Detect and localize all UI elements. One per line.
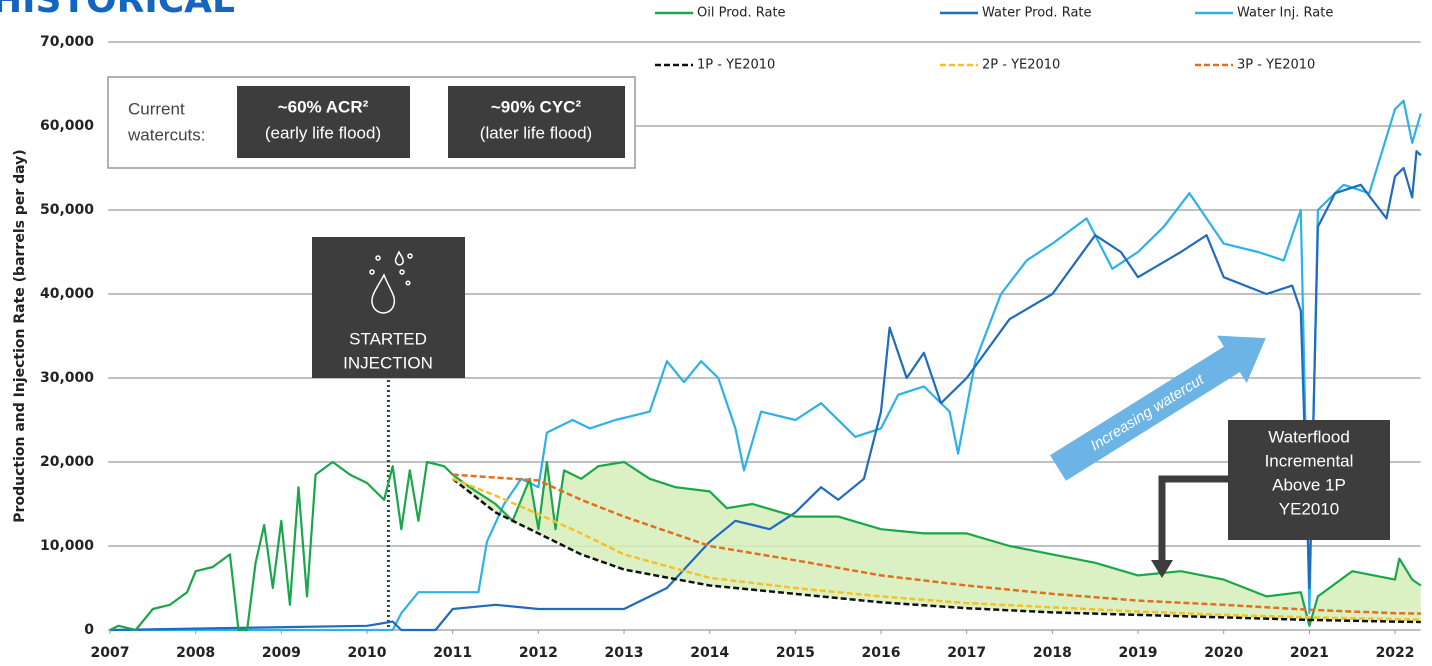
series-line [110, 99, 1422, 632]
x-tick-label: 2016 [862, 645, 901, 661]
x-tick-label: 2011 [433, 645, 472, 661]
incremental-label: Above 1P [1272, 475, 1346, 494]
watercut-label: watercuts: [127, 125, 205, 144]
x-tick-label: 2017 [947, 645, 986, 661]
series-line [451, 477, 1421, 624]
lines [109, 99, 1422, 632]
y-tick-label: 40,000 [40, 286, 94, 302]
x-tick-label: 2015 [776, 645, 815, 661]
x-tick-label: 2010 [348, 645, 387, 661]
incremental-label: YE2010 [1279, 499, 1340, 518]
y-tick-label: 20,000 [40, 454, 94, 470]
incremental-label: Incremental [1265, 451, 1354, 470]
incremental-area [452, 462, 1421, 626]
x-tick-label: 2007 [91, 645, 130, 661]
y-axis-label: Production and Injection Rate (barrels p… [12, 149, 28, 522]
series-line [452, 477, 1421, 621]
incremental-arrowhead [1151, 560, 1173, 578]
x-tick-label: 2013 [605, 645, 644, 661]
y-tick-label: 30,000 [40, 370, 94, 386]
legend-label: Water Prod. Rate [982, 6, 1092, 21]
x-tick-label: 2018 [1033, 645, 1072, 661]
cyc-note: (later life flood) [480, 123, 592, 142]
legend-label: Oil Prod. Rate [697, 6, 786, 21]
area-layer [386, 380, 1421, 630]
chart-title: HISTORICAL [0, 0, 235, 21]
series-line [109, 460, 1422, 632]
injection-label: INJECTION [343, 353, 433, 372]
annotations: Current watercuts: ~60% ACR² (early life… [107, 76, 1390, 578]
acr-note: (early life flood) [265, 123, 381, 142]
incremental-label: Waterflood [1268, 427, 1350, 446]
y-tick-label: 60,000 [40, 118, 94, 134]
y-tick-label: 10,000 [40, 538, 94, 554]
legend-label: 1P - YE2010 [697, 58, 775, 73]
series-line [109, 150, 1422, 632]
x-tick-label: 2021 [1290, 645, 1329, 661]
y-tick-label: 0 [84, 622, 94, 638]
y-tick-label: 70,000 [40, 34, 94, 50]
incremental-arrow [1158, 475, 1228, 562]
x-tick-label: 2022 [1376, 645, 1415, 661]
legend-label: 2P - YE2010 [982, 58, 1060, 73]
watercut-label: Current [128, 99, 185, 118]
cyc-value: ~90% CYC² [491, 97, 582, 116]
incremental-box [1228, 420, 1390, 540]
legend-label: Water Inj. Rate [1237, 6, 1333, 21]
injection-label: STARTED [349, 329, 427, 348]
legend-label: 3P - YE2010 [1237, 58, 1315, 73]
legend: Oil Prod. Rate Water Prod. Rate Water Inj.… [655, 6, 1333, 73]
y-tick-label: 50,000 [40, 202, 94, 218]
acr-value: ~60% ACR² [278, 97, 369, 116]
series-line [452, 473, 1421, 615]
drop-icon [369, 250, 413, 314]
x-tick-label: 2008 [176, 645, 215, 661]
cyc-box [448, 86, 625, 158]
injection-box [312, 237, 465, 378]
acr-box [237, 86, 410, 158]
x-tick-label: 2020 [1204, 645, 1243, 661]
x-tick-label: 2014 [690, 645, 729, 661]
trend-label: Increasing watercut [1088, 371, 1208, 455]
x-tick-label: 2019 [1119, 645, 1158, 661]
x-tick-label: 2012 [519, 645, 558, 661]
x-tick-label: 2009 [262, 645, 301, 661]
